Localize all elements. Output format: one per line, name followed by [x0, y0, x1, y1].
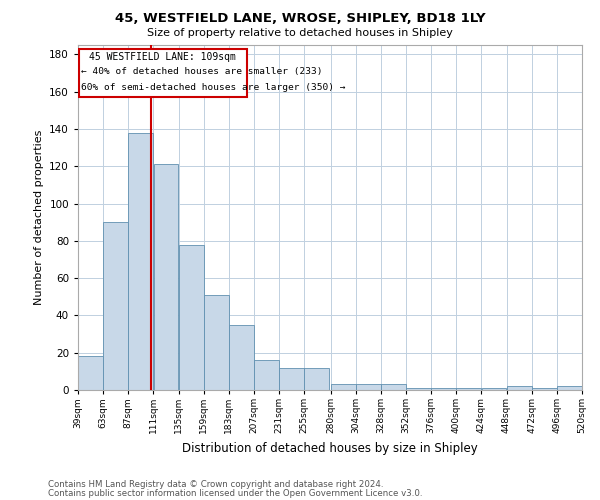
Text: 60% of semi-detached houses are larger (350) →: 60% of semi-detached houses are larger (…: [81, 83, 346, 92]
Text: ← 40% of detached houses are smaller (233): ← 40% of detached houses are smaller (23…: [81, 68, 323, 76]
Bar: [507, 386, 532, 390]
Text: Contains HM Land Registry data © Crown copyright and database right 2024.: Contains HM Land Registry data © Crown c…: [48, 480, 383, 489]
Text: Size of property relative to detached houses in Shipley: Size of property relative to detached ho…: [147, 28, 453, 38]
FancyBboxPatch shape: [79, 48, 247, 97]
Bar: [103, 222, 128, 390]
Bar: [229, 324, 254, 390]
Bar: [280, 368, 304, 390]
Bar: [204, 295, 229, 390]
Text: 45, WESTFIELD LANE, WROSE, SHIPLEY, BD18 1LY: 45, WESTFIELD LANE, WROSE, SHIPLEY, BD18…: [115, 12, 485, 26]
Bar: [431, 388, 456, 390]
Bar: [356, 384, 380, 390]
Bar: [304, 368, 329, 390]
Bar: [128, 132, 153, 390]
Bar: [406, 388, 431, 390]
Bar: [254, 360, 279, 390]
Bar: [179, 244, 203, 390]
Bar: [457, 388, 481, 390]
Bar: [154, 164, 178, 390]
Bar: [381, 384, 406, 390]
Bar: [482, 388, 506, 390]
X-axis label: Distribution of detached houses by size in Shipley: Distribution of detached houses by size …: [182, 442, 478, 454]
Bar: [331, 384, 356, 390]
Bar: [557, 386, 582, 390]
Text: Contains public sector information licensed under the Open Government Licence v3: Contains public sector information licen…: [48, 489, 422, 498]
Bar: [78, 356, 103, 390]
Y-axis label: Number of detached properties: Number of detached properties: [34, 130, 44, 305]
Text: 45 WESTFIELD LANE: 109sqm: 45 WESTFIELD LANE: 109sqm: [89, 52, 236, 62]
Bar: [532, 388, 557, 390]
